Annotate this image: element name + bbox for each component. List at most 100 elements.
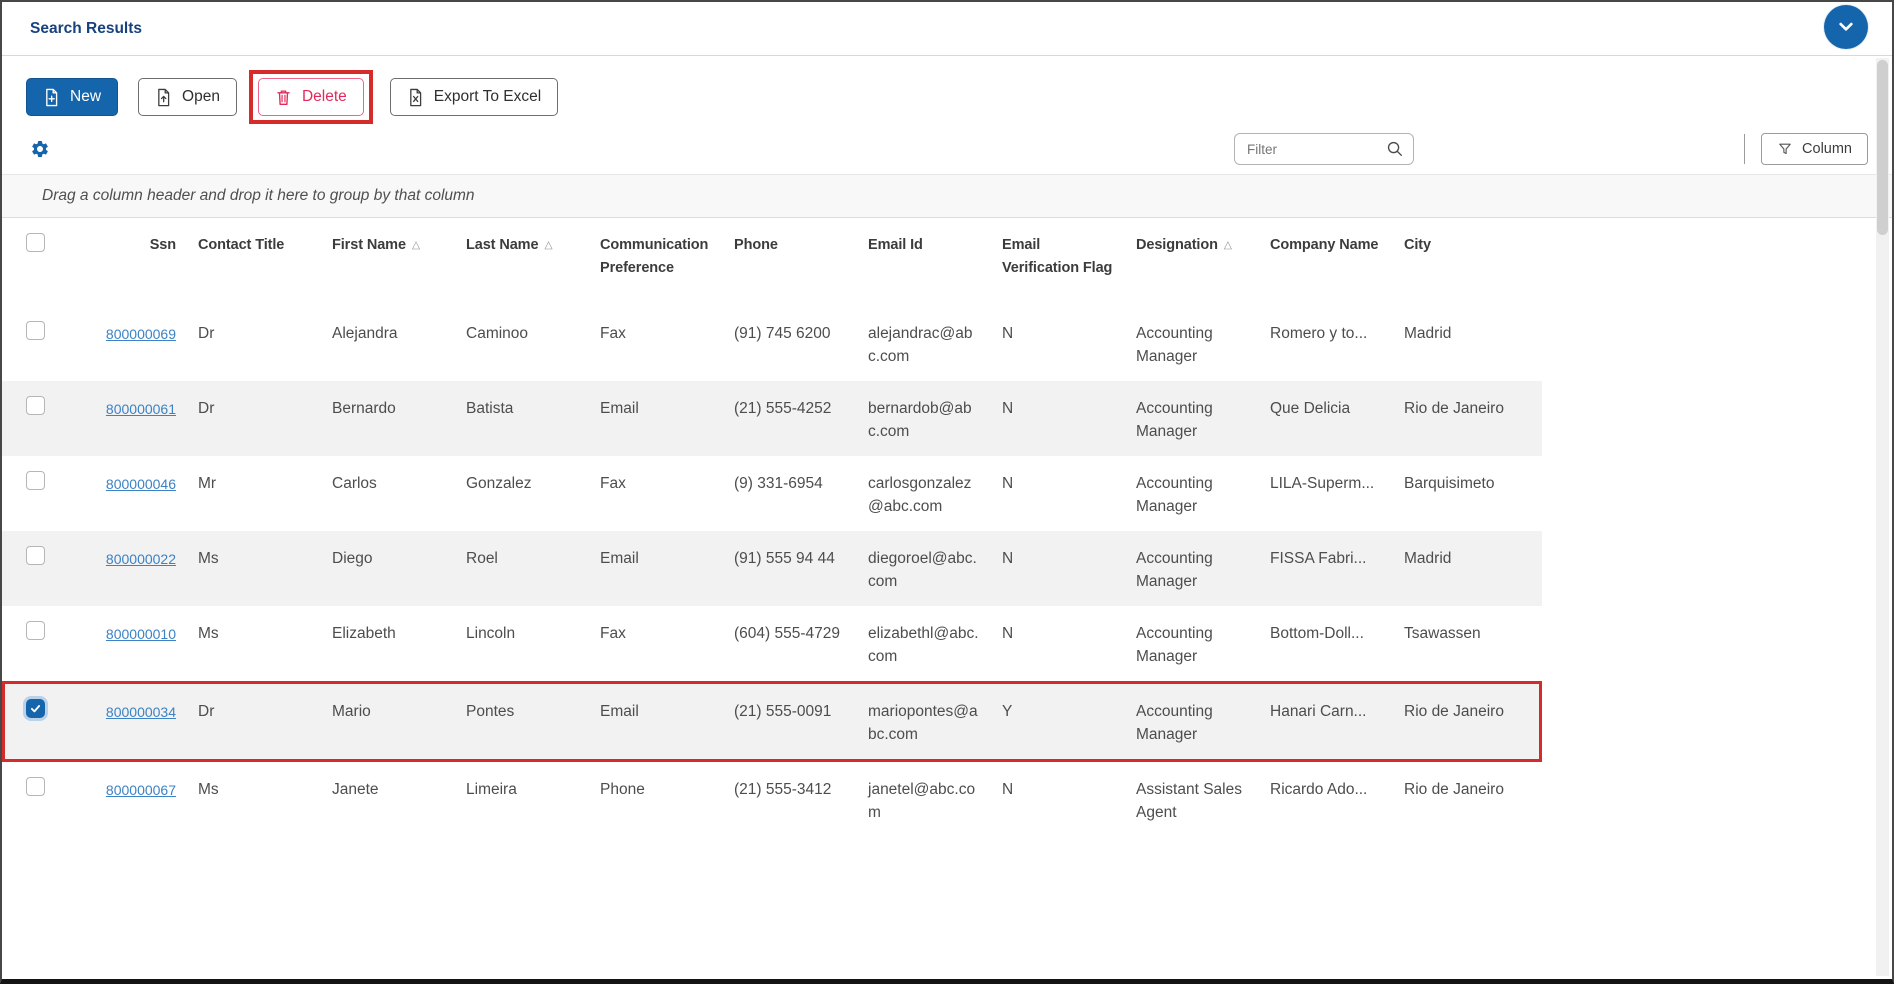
column-header-contact-title[interactable]: Contact Title (198, 218, 332, 257)
settings-button[interactable] (30, 139, 50, 159)
column-label: Preference (600, 260, 674, 276)
ssn-link[interactable]: 800000034 (105, 704, 176, 720)
row-checkbox[interactable] (26, 546, 45, 565)
delete-button[interactable]: Delete (257, 78, 364, 116)
cell-designation: Accounting Manager (1136, 325, 1213, 365)
cell-first-name: Diego (332, 550, 373, 567)
ssn-link[interactable]: 800000022 (105, 551, 176, 567)
ssn-link[interactable]: 800000067 (105, 782, 176, 798)
cell-contact-title: Ms (198, 550, 219, 567)
column-header-ssn[interactable]: Ssn (86, 218, 198, 257)
table-row[interactable]: 800000046 Mr Carlos Gonzalez Fax (9) 331… (2, 456, 1542, 531)
cell-company-name: Que Delicia (1270, 400, 1351, 417)
cell-phone: (21) 555-3412 (734, 781, 832, 798)
toolbar: New Open Delete Export To Excel (2, 56, 1892, 128)
column-label: Contact Title (198, 237, 285, 253)
cell-last-name: Caminoo (466, 325, 529, 342)
cell-email-verification-flag: N (1002, 550, 1014, 567)
cell-company-name: FISSA Fabri... (1270, 550, 1367, 567)
cell-communication-preference: Phone (600, 781, 645, 798)
column-header-email-id[interactable]: Email Id (868, 218, 1002, 257)
cell-designation: Accounting Manager (1136, 550, 1213, 590)
ssn-link[interactable]: 800000046 (105, 476, 176, 492)
column-header-last-name[interactable]: Last Name △ (466, 218, 600, 257)
table-row[interactable]: 800000067 Ms Janete Limeira Phone (21) 5… (2, 762, 1542, 837)
cell-designation: Accounting Manager (1136, 703, 1213, 743)
ssn-link[interactable]: 800000061 (105, 401, 176, 417)
column-button[interactable]: Column (1761, 133, 1868, 165)
table-row[interactable]: 800000010 Ms Elizabeth Lincoln Fax (604)… (2, 606, 1542, 681)
open-button[interactable]: Open (138, 78, 237, 116)
cell-phone: (21) 555-4252 (734, 400, 832, 417)
ssn-link[interactable]: 800000069 (105, 326, 176, 342)
row-checkbox[interactable] (26, 621, 45, 640)
column-label: Ssn (149, 237, 176, 253)
column-header-email-verification-flag[interactable]: Email Verification Flag (1002, 218, 1136, 280)
table-row[interactable]: 800000022 Ms Diego Roel Email (91) 555 9… (2, 531, 1542, 606)
column-header-phone[interactable]: Phone (734, 218, 868, 257)
cell-city: Rio de Janeiro (1404, 703, 1504, 720)
filter-input[interactable] (1235, 141, 1387, 157)
column-label: Email Id (868, 237, 923, 253)
cell-email-verification-flag: N (1002, 475, 1014, 492)
chevron-down-icon (1833, 14, 1859, 40)
cell-first-name: Alejandra (332, 325, 398, 342)
cell-email-verification-flag: N (1002, 325, 1014, 342)
cell-company-name: Ricardo Ado... (1270, 781, 1368, 798)
column-header-designation[interactable]: Designation △ (1136, 218, 1270, 257)
cell-communication-preference: Email (600, 400, 639, 417)
cell-contact-title: Dr (198, 400, 215, 417)
export-to-excel-button[interactable]: Export To Excel (389, 78, 559, 116)
cell-email-id: alejandrac@abc.com (868, 325, 973, 365)
search-icon[interactable] (1386, 140, 1404, 158)
column-label: Verification Flag (1002, 260, 1113, 276)
column-header-communication-preference[interactable]: Communication Preference (600, 218, 734, 280)
row-checkbox[interactable] (26, 321, 45, 340)
cell-communication-preference: Email (600, 703, 639, 720)
cell-last-name: Roel (466, 550, 498, 567)
row-checkbox[interactable] (26, 699, 45, 718)
delete-highlight-annotation: Delete (248, 70, 373, 124)
selected-row-highlight-annotation[interactable]: 800000034 Dr Mario Pontes Email (21) 555… (2, 681, 1542, 762)
cell-email-verification-flag: Y (1002, 703, 1013, 720)
cell-designation: Accounting Manager (1136, 475, 1213, 515)
row-checkbox[interactable] (26, 471, 45, 490)
cell-email-id: elizabethl@abc.com (868, 625, 979, 665)
trash-icon (275, 88, 292, 107)
column-label: First Name (332, 237, 406, 253)
group-by-drop-zone[interactable]: Drag a column header and drop it here to… (2, 174, 1892, 218)
cell-city: Rio de Janeiro (1404, 781, 1504, 798)
column-header-first-name[interactable]: First Name △ (332, 218, 466, 257)
gear-icon (30, 139, 50, 159)
collapse-panel-button[interactable] (1824, 5, 1868, 49)
column-header-city[interactable]: City (1404, 218, 1538, 257)
page-title: Search Results (30, 19, 142, 37)
scrollbar-thumb[interactable] (1877, 60, 1888, 235)
cell-phone: (21) 555-0091 (734, 703, 832, 720)
ssn-link[interactable]: 800000010 (105, 626, 176, 642)
column-label: Designation (1136, 237, 1218, 253)
cell-email-verification-flag: N (1002, 781, 1014, 798)
row-checkbox[interactable] (26, 777, 45, 796)
cell-first-name: Mario (332, 703, 371, 720)
table-row[interactable]: 800000061 Dr Bernardo Batista Email (21)… (2, 381, 1542, 456)
cell-communication-preference: Fax (600, 475, 626, 492)
cell-email-id: janetel@abc.com (868, 781, 976, 821)
cell-company-name: LILA-Superm... (1270, 475, 1375, 492)
new-document-icon (43, 88, 60, 107)
sort-ascending-icon: △ (544, 239, 553, 251)
row-checkbox[interactable] (26, 396, 45, 415)
new-button[interactable]: New (26, 78, 119, 116)
cell-email-id: carlosgonzalez@abc.com (868, 475, 972, 515)
vertical-scrollbar[interactable] (1876, 58, 1889, 976)
column-header-company-name[interactable]: Company Name (1270, 218, 1404, 257)
cell-email-id: mariopontes@abc.com (868, 703, 978, 743)
cell-last-name: Batista (466, 400, 514, 417)
title-bar: Search Results (2, 2, 1892, 56)
table-row[interactable]: 800000069 Dr Alejandra Caminoo Fax (91) … (2, 306, 1542, 381)
select-all-checkbox[interactable] (26, 233, 45, 252)
cell-phone: (91) 555 94 44 (734, 550, 835, 567)
cell-communication-preference: Fax (600, 325, 626, 342)
cell-phone: (604) 555-4729 (734, 625, 840, 642)
cell-company-name: Romero y to... (1270, 325, 1368, 342)
